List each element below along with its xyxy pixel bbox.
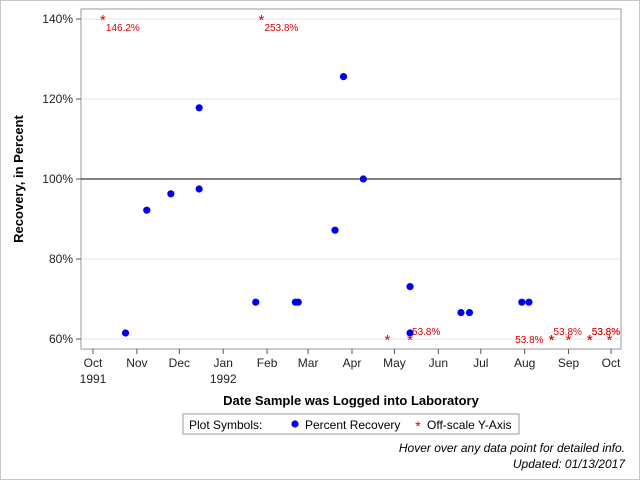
data-point-off-scale[interactable]: * <box>384 332 390 349</box>
x-tick-label: Jun <box>429 356 448 370</box>
x-tick-label: Dec <box>169 356 190 370</box>
x-tick-label: Jul <box>473 356 488 370</box>
data-point-percent-recovery[interactable] <box>359 175 367 183</box>
x-tick-year-label: 1992 <box>210 372 237 386</box>
legend-label-percent-recovery: Percent Recovery <box>305 418 400 432</box>
data-point-percent-recovery[interactable] <box>465 309 474 317</box>
data-point-off-scale[interactable]: * <box>607 332 613 349</box>
data-point-off-scale[interactable]: * <box>258 12 264 29</box>
x-tick-label: Oct <box>602 356 621 370</box>
data-point-percent-recovery[interactable] <box>457 309 465 317</box>
y-tick-label: 140% <box>42 12 73 26</box>
data-points: * 146.2% * 253.8%* * 53.8% * 53.8%*53.8% * * 53.8%… <box>100 12 620 349</box>
x-axis-title: Date Sample was Logged into Laboratory <box>223 393 479 408</box>
y-axis-title: Recovery, in Percent <box>11 115 26 243</box>
data-point-percent-recovery[interactable] <box>518 298 526 306</box>
data-point-off-scale[interactable]: * <box>407 332 413 349</box>
x-axis: Oct 1991 Nov Dec Jan 1992 Feb Mar Apr May Jun Jul Au… <box>80 349 621 386</box>
hover-hint-text: Hover over any data point for detailed i… <box>399 441 625 455</box>
off-scale-value-label: 53.8% <box>592 327 620 338</box>
off-scale-value-label: 53.8% <box>412 327 440 338</box>
legend-marker-asterisk: * <box>415 418 421 434</box>
x-tick-label: May <box>383 356 406 370</box>
off-scale-value-label: 53.8% <box>554 327 582 338</box>
x-tick-label: Oct <box>84 356 103 370</box>
data-point-percent-recovery[interactable] <box>331 226 339 234</box>
data-point-percent-recovery[interactable] <box>195 185 203 193</box>
off-scale-value-label: 53.8% <box>515 335 543 346</box>
data-point-percent-recovery[interactable] <box>406 329 414 337</box>
legend-title: Plot Symbols: <box>189 418 262 432</box>
data-point-percent-recovery[interactable] <box>339 73 348 81</box>
data-point-percent-recovery[interactable] <box>121 329 130 337</box>
y-tick-label: 60% <box>49 332 73 346</box>
off-scale-value-label: 53.8% <box>592 327 620 338</box>
data-point-off-scale[interactable]: * <box>100 12 106 29</box>
legend-box <box>182 413 520 435</box>
data-point-off-scale[interactable]: * <box>587 332 593 349</box>
legend-label-off-scale: Off-scale Y-Axis <box>427 418 511 432</box>
y-axis: 60% 80% 100% 120% 140% <box>42 12 81 346</box>
data-point-percent-recovery[interactable] <box>167 190 175 198</box>
data-point-percent-recovery[interactable] <box>252 298 260 306</box>
data-point-percent-recovery[interactable] <box>525 298 533 306</box>
x-tick-label: Sep <box>558 356 580 370</box>
x-tick-label: Nov <box>126 356 147 370</box>
y-tick-label: 80% <box>49 252 73 266</box>
x-tick-label: Feb <box>257 356 278 370</box>
updated-date-text: Updated: 01/13/2017 <box>513 457 626 471</box>
x-tick-label: Jan <box>214 356 233 370</box>
data-point-percent-recovery[interactable] <box>143 206 151 214</box>
x-tick-label: Mar <box>298 356 319 370</box>
data-point-off-scale[interactable]: * <box>587 332 593 349</box>
data-point-percent-recovery[interactable] <box>294 298 302 306</box>
data-point-percent-recovery[interactable] <box>195 104 203 112</box>
legend-marker-circle <box>291 420 299 428</box>
data-point-off-scale[interactable]: * <box>566 332 572 349</box>
x-tick-year-label: 1991 <box>80 372 107 386</box>
off-scale-value-label: 253.8% <box>264 23 298 34</box>
data-point-off-scale[interactable]: * <box>549 332 555 349</box>
x-tick-label: Aug <box>514 356 535 370</box>
x-tick-label: Apr <box>343 356 362 370</box>
legend: Plot Symbols: Percent Recovery * Off-sca… <box>182 413 520 435</box>
data-point-off-scale[interactable]: * <box>549 332 555 349</box>
y-tick-label: 120% <box>42 92 73 106</box>
off-scale-value-label: 146.2% <box>106 23 140 34</box>
y-tick-label: 100% <box>42 172 73 186</box>
data-point-percent-recovery[interactable] <box>406 283 414 291</box>
